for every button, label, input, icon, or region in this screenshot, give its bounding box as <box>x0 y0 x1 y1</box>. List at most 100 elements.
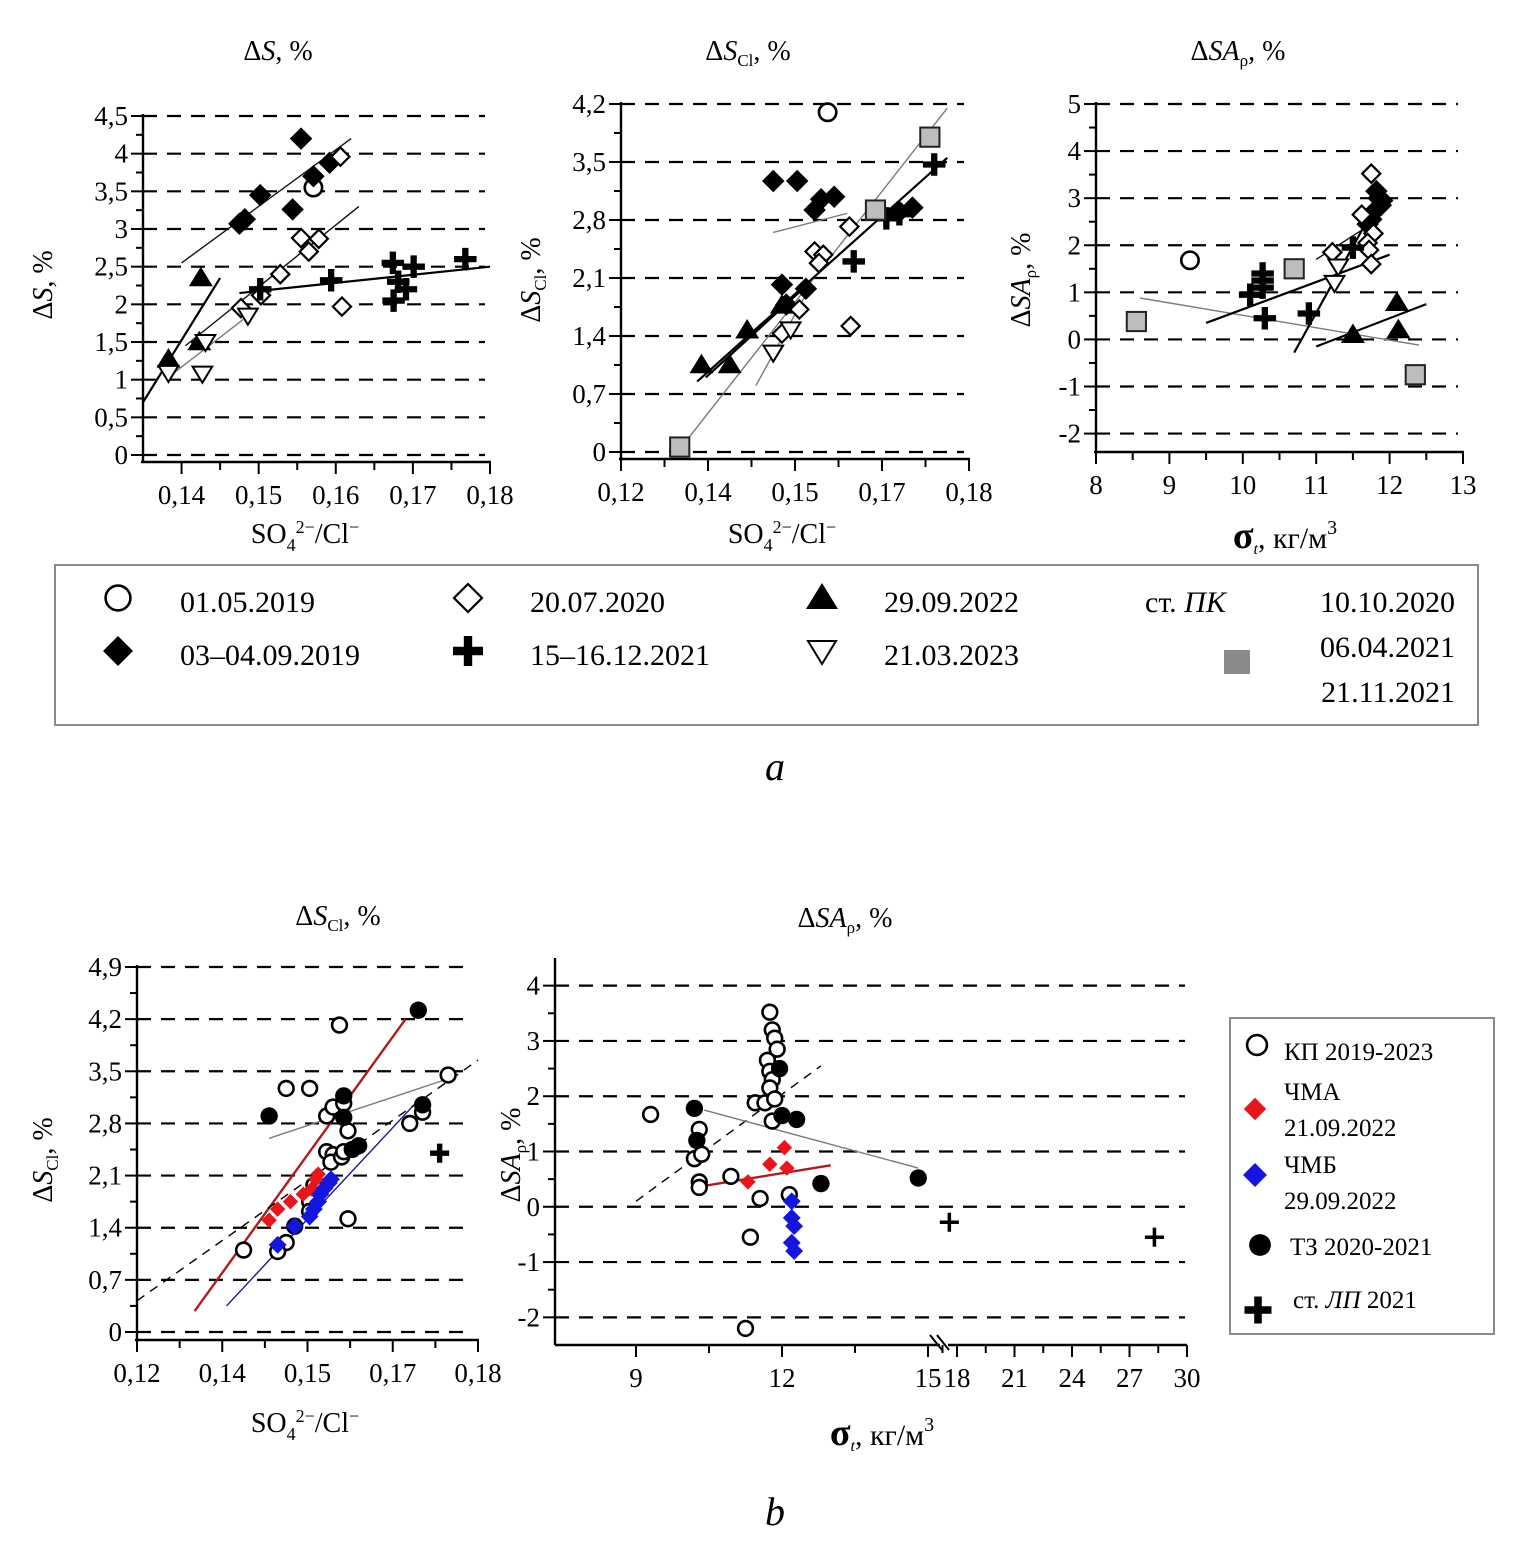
data-point-diamond-red <box>776 1139 793 1156</box>
data-point-triangle-down-open <box>1322 274 1347 294</box>
legend-label: КП 2019-2023 <box>1284 1039 1433 1066</box>
legend-marker-plus-bold <box>1244 1296 1272 1324</box>
data-point-plus-bold <box>402 255 425 278</box>
y-tick-label: 1,5 <box>94 327 128 357</box>
y-tick-label: 0 <box>115 440 129 470</box>
data-point-diamond-blue <box>315 1179 334 1198</box>
data-point-triangle-down-open <box>236 307 260 327</box>
chart-title: ΔSCl, % <box>295 901 380 935</box>
x-tick-label: 0,17 <box>389 480 436 510</box>
data-point-circle-open <box>641 1105 660 1124</box>
data-point-circle-open <box>751 1189 769 1208</box>
data-point-diamond-open <box>329 146 352 168</box>
y-tick-label: -2 <box>518 1302 541 1332</box>
data-point-plus-bold <box>454 247 477 271</box>
y-tick-label: 3 <box>527 1026 541 1056</box>
data-point-circle-open <box>766 1090 784 1108</box>
data-point-diamond-blue <box>785 1217 804 1236</box>
x-tick-label: 0,18 <box>466 480 513 510</box>
data-point-diamond-filled <box>785 169 809 193</box>
y-tick-label: 0 <box>527 1192 541 1222</box>
data-point-circle-filled <box>335 1087 353 1105</box>
legend-marker-diamond-open <box>452 582 484 614</box>
x-axis-label: σt, кг/м3 <box>1233 515 1337 558</box>
data-point-diamond-filled <box>770 273 794 296</box>
legend-frame <box>54 564 1479 726</box>
data-point-square-gray <box>864 199 887 221</box>
data-point-circle-open <box>330 1016 349 1034</box>
data-point-circle-open <box>1179 250 1200 271</box>
y-tick-label: 0,7 <box>572 379 606 409</box>
x-tick-label: 8 <box>1089 470 1103 500</box>
data-point-circle-open <box>722 1167 740 1186</box>
data-point-plus <box>939 1212 959 1232</box>
data-point-diamond-blue <box>285 1217 304 1236</box>
y-tick-label: 2,8 <box>572 205 606 235</box>
legend-label: 03–04.09.2019 <box>180 639 360 672</box>
data-point-square-gray <box>1404 364 1426 386</box>
y-tick-label: 0 <box>593 437 607 467</box>
data-point-triangle-down-open <box>193 334 218 354</box>
data-point-circle-filled <box>773 1106 791 1125</box>
data-point-plus-bold <box>381 251 405 275</box>
y-tick-label: 1,4 <box>572 321 606 351</box>
trendline <box>142 277 222 403</box>
chart-title: ΔSAρ, % <box>798 903 893 937</box>
legend-date: 10.10.2020 <box>1320 586 1455 619</box>
x-tick-label: 27 <box>1116 1363 1143 1393</box>
x-axis-label: SO42−/Cl− <box>251 1406 359 1444</box>
y-tick-label: 1 <box>115 365 129 395</box>
data-point-circle-open <box>339 1210 357 1228</box>
legend-label: ТЗ 2020-2021 <box>1290 1234 1432 1261</box>
trendline <box>703 1109 919 1169</box>
y-tick-label: 0 <box>109 1317 123 1347</box>
trendline <box>239 265 491 295</box>
y-tick-label: 4 <box>527 971 541 1001</box>
data-point-triangle-down-open <box>761 344 785 364</box>
legend-label: 29.09.2022 <box>1284 1188 1397 1215</box>
x-tick-label: 0,15 <box>235 480 282 510</box>
x-tick-label: 0,17 <box>858 477 905 507</box>
data-point-triangle-up-filled <box>1384 291 1409 311</box>
chart-title: ΔSCl, % <box>705 36 790 70</box>
data-point-diamond-open <box>1351 203 1373 226</box>
data-point-diamond-open <box>308 228 330 250</box>
trendline <box>1139 297 1420 346</box>
legend-label: ЧМБ <box>1284 1152 1337 1179</box>
data-point-diamond-open <box>290 227 312 249</box>
data-point-plus-bold <box>1251 276 1274 299</box>
y-tick-label: 2 <box>115 289 129 319</box>
y-tick-label: -1 <box>518 1247 541 1277</box>
legend-marker-diamond-filled <box>103 636 133 666</box>
trendline <box>1205 253 1390 324</box>
data-point-diamond-open <box>269 263 291 285</box>
y-tick-label: 2,5 <box>94 252 128 282</box>
data-point-circle-filled <box>909 1169 927 1187</box>
y-tick-label: 2 <box>527 1081 541 1111</box>
y-tick-label: 1 <box>527 1137 541 1167</box>
data-point-plus-bold <box>1253 306 1277 330</box>
trendline <box>1315 303 1427 348</box>
y-tick-label: 0 <box>1068 324 1082 354</box>
y-tick-label: 3 <box>115 214 129 244</box>
data-point-plus <box>1144 1227 1164 1247</box>
x-tick-label: 15 <box>915 1363 942 1393</box>
data-point-diamond-filled <box>822 185 846 209</box>
legend-marker-square-gray <box>1224 650 1250 674</box>
x-axis-label: σt, кг/м3 <box>830 1412 934 1455</box>
x-tick-label: 9 <box>629 1363 643 1393</box>
panel-label-b: b <box>765 1489 785 1534</box>
data-point-square-gray <box>1283 258 1305 280</box>
legend-marker-diamond-blue <box>1243 1163 1267 1187</box>
x-tick-label: 9 <box>1163 470 1177 500</box>
legend-marker-circle-open <box>1245 1033 1269 1057</box>
data-point-diamond-red <box>779 1160 795 1176</box>
x-tick-label: 13 <box>1450 470 1477 500</box>
chart-panel-delta-s-cl: ΔSCl, % ΔSCl, % SO42−/Cl− 0 0,7 1,4 2,1 2,8 3… <box>516 36 993 555</box>
legend-label: ЧМА <box>1284 1079 1341 1106</box>
y-tick-label: 3,5 <box>94 176 128 206</box>
data-point-plus-bold <box>319 268 343 292</box>
data-point-circle-open <box>300 1079 319 1098</box>
